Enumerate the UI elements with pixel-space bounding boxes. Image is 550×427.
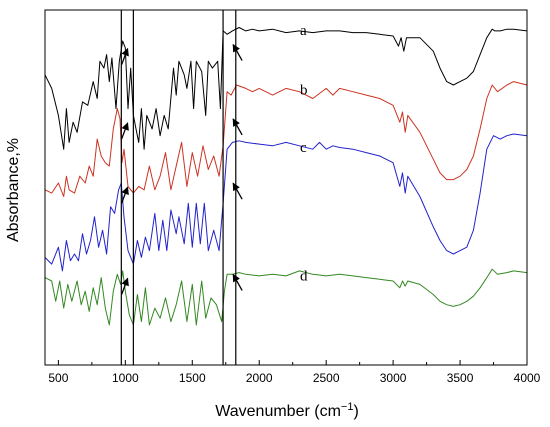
arrow-right-1 <box>232 43 243 61</box>
x-tick-label-1000: 1000 <box>112 371 139 385</box>
arrow-left-3 <box>121 186 129 204</box>
arrow-left-1 <box>121 47 129 65</box>
series-line-c <box>44 133 528 272</box>
x-axis-title-superscript: −1 <box>341 401 354 413</box>
plot-area: a b c d 500 1000 1500 2000 2500 3000 3500 4000 <box>44 9 541 385</box>
series-label-d: d <box>300 268 308 284</box>
x-axis-title-main: Wavenumber (cm <box>215 403 341 420</box>
series-line-a <box>44 27 528 150</box>
x-tick-label-1500: 1500 <box>179 371 206 385</box>
arrow-left-2 <box>121 122 129 140</box>
arrow-left-4 <box>121 277 129 295</box>
x-tick-label-3000: 3000 <box>380 371 407 385</box>
series-label-a: a <box>300 23 307 39</box>
plot-frame <box>44 9 528 366</box>
y-axis-title: Absorbance,% <box>5 138 22 242</box>
x-tick-label-4000: 4000 <box>514 371 541 385</box>
x-axis-title: Wavenumber (cm−1) <box>215 401 359 420</box>
x-tick-label-500: 500 <box>48 371 68 385</box>
series-label-b: b <box>300 82 308 98</box>
arrow-right-4 <box>232 273 243 291</box>
x-tick-label-2000: 2000 <box>246 371 273 385</box>
x-axis-title-close: ) <box>353 403 358 420</box>
series-line-d <box>44 268 528 326</box>
arrow-right-3 <box>232 182 243 200</box>
x-tick-label-3500: 3500 <box>447 371 474 385</box>
x-tick-label-2500: 2500 <box>313 371 340 385</box>
series-label-c: c <box>300 140 307 156</box>
arrow-right-2 <box>232 118 243 136</box>
series-line-b <box>44 81 528 197</box>
